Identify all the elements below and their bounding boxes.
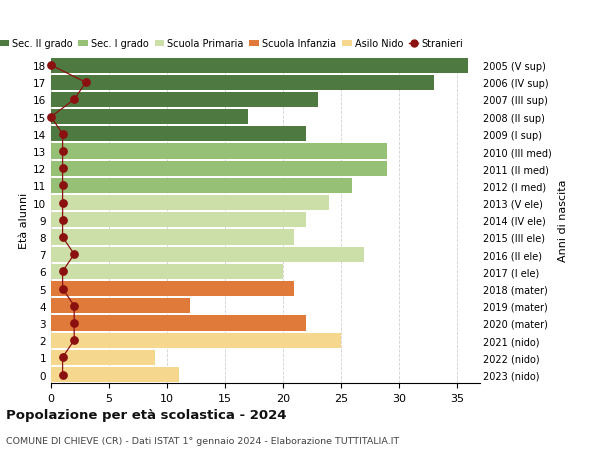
Bar: [51, 127, 306, 142]
Point: [58, 371, 67, 378]
Text: COMUNE DI CHIEVE (CR) - Dati ISTAT 1° gennaio 2024 - Elaborazione TUTTITALIA.IT: COMUNE DI CHIEVE (CR) - Dati ISTAT 1° ge…: [6, 436, 399, 445]
Bar: [51, 367, 179, 382]
Legend: Sec. II grado, Sec. I grado, Scuola Primaria, Scuola Infanzia, Asilo Nido, Stran: Sec. II grado, Sec. I grado, Scuola Prim…: [0, 39, 463, 49]
Bar: [51, 230, 295, 245]
Point: [58, 234, 67, 241]
Point: [58, 268, 67, 275]
Bar: [51, 350, 155, 365]
Bar: [51, 196, 329, 211]
Point: [70, 302, 79, 310]
Point: [58, 354, 67, 361]
Bar: [51, 76, 434, 90]
Y-axis label: Anni di nascita: Anni di nascita: [559, 179, 568, 262]
Bar: [51, 161, 387, 176]
Bar: [51, 144, 387, 159]
Point: [70, 337, 79, 344]
Point: [81, 79, 91, 87]
Bar: [51, 110, 248, 125]
Bar: [51, 213, 306, 228]
Bar: [51, 247, 364, 262]
Bar: [51, 179, 352, 194]
Bar: [51, 264, 283, 280]
Point: [58, 285, 67, 292]
Bar: [51, 281, 295, 297]
Bar: [51, 316, 306, 331]
Point: [70, 319, 79, 327]
Point: [70, 96, 79, 104]
Bar: [51, 298, 190, 313]
Point: [58, 148, 67, 156]
Point: [58, 182, 67, 190]
Point: [58, 165, 67, 173]
Point: [46, 114, 56, 121]
Bar: [51, 333, 341, 348]
Y-axis label: Età alunni: Età alunni: [19, 192, 29, 248]
Point: [70, 251, 79, 258]
Point: [46, 62, 56, 70]
Text: Popolazione per età scolastica - 2024: Popolazione per età scolastica - 2024: [6, 408, 287, 421]
Bar: [51, 58, 469, 73]
Point: [58, 131, 67, 138]
Bar: [51, 93, 317, 108]
Point: [58, 217, 67, 224]
Point: [58, 200, 67, 207]
